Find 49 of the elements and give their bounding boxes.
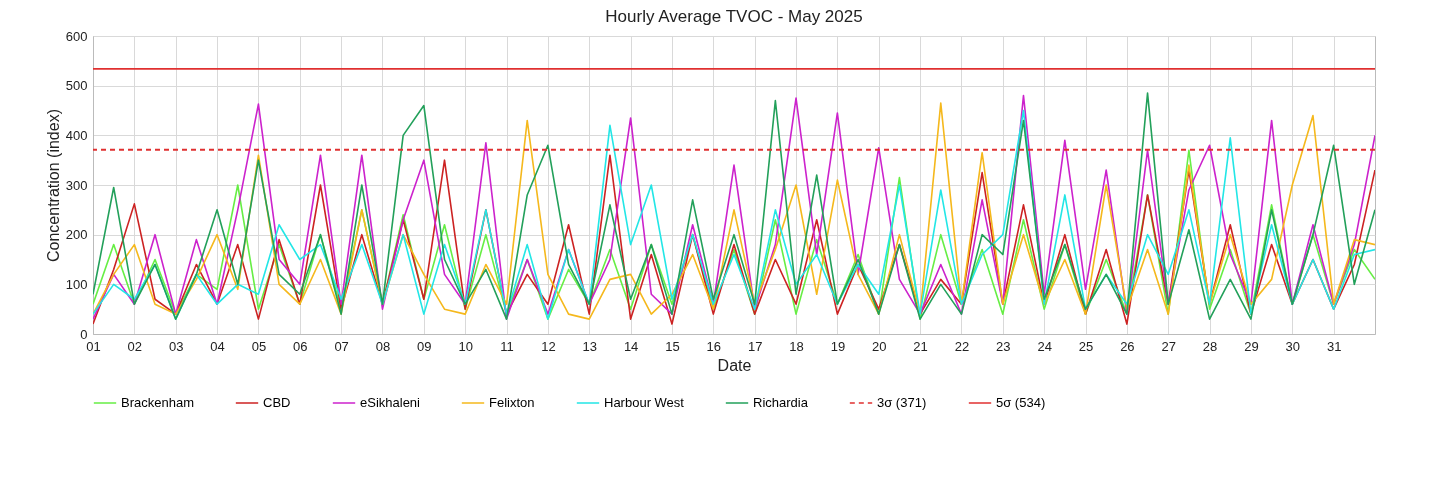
y-tick-label: 500 <box>65 78 88 94</box>
x-tick-label: 10 <box>458 338 473 354</box>
y-tick-label: 0 <box>80 326 88 342</box>
y-tick-label: 100 <box>65 276 88 292</box>
x-tick-label: 29 <box>1244 338 1259 354</box>
x-tick-label: 22 <box>954 338 970 354</box>
x-tick-label: 30 <box>1285 338 1301 354</box>
x-tick-label: 15 <box>665 338 680 354</box>
x-tick-label: 18 <box>789 338 804 354</box>
y-tick-label: 300 <box>65 177 88 193</box>
legend-label: eSikhaleni <box>360 395 421 410</box>
x-axis-title: Date <box>717 356 752 374</box>
y-tick-label: 400 <box>65 127 88 143</box>
x-tick-label: 08 <box>375 338 391 354</box>
x-tick-label: 28 <box>1202 338 1218 354</box>
x-tick-label: 01 <box>86 338 101 354</box>
x-tick-label: 13 <box>582 338 597 354</box>
x-tick-label: 31 <box>1326 338 1342 354</box>
legend-label: Richardia <box>753 395 809 410</box>
x-tick-label: 02 <box>127 338 143 354</box>
x-tick-label: 12 <box>541 338 556 354</box>
x-tick-label: 14 <box>623 338 639 354</box>
x-tick-label: 17 <box>747 338 763 354</box>
x-tick-label: 09 <box>417 338 432 354</box>
chart-title: Hourly Average TVOC - May 2025 <box>605 7 863 26</box>
x-tick-label: 07 <box>334 338 349 354</box>
legend-label: Harbour West <box>604 395 685 410</box>
legend-label: 3σ (371) <box>877 395 927 410</box>
legend-label: 5σ (534) <box>996 395 1046 410</box>
x-tick-label: 06 <box>293 338 308 354</box>
legend-label: Felixton <box>489 395 535 410</box>
x-tick-label: 04 <box>210 338 225 354</box>
x-tick-label: 27 <box>1161 338 1176 354</box>
y-tick-label: 600 <box>65 28 88 44</box>
y-tick-label: 200 <box>65 227 88 243</box>
legend-label: CBD <box>263 395 291 410</box>
x-tick-label: 19 <box>830 338 846 354</box>
x-tick-label: 26 <box>1120 338 1135 354</box>
x-tick-label: 05 <box>251 338 267 354</box>
x-tick-label: 16 <box>706 338 722 354</box>
y-axis-title: Concentration (index) <box>44 109 62 262</box>
x-tick-label: 20 <box>872 338 887 354</box>
x-tick-label: 03 <box>168 338 184 354</box>
x-tick-label: 24 <box>1037 338 1052 354</box>
x-tick-label: 21 <box>913 338 928 354</box>
x-tick-label: 11 <box>500 338 514 354</box>
x-tick-label: 25 <box>1078 338 1094 354</box>
legend-label: Brackenham <box>121 395 194 410</box>
x-tick-label: 23 <box>996 338 1011 354</box>
